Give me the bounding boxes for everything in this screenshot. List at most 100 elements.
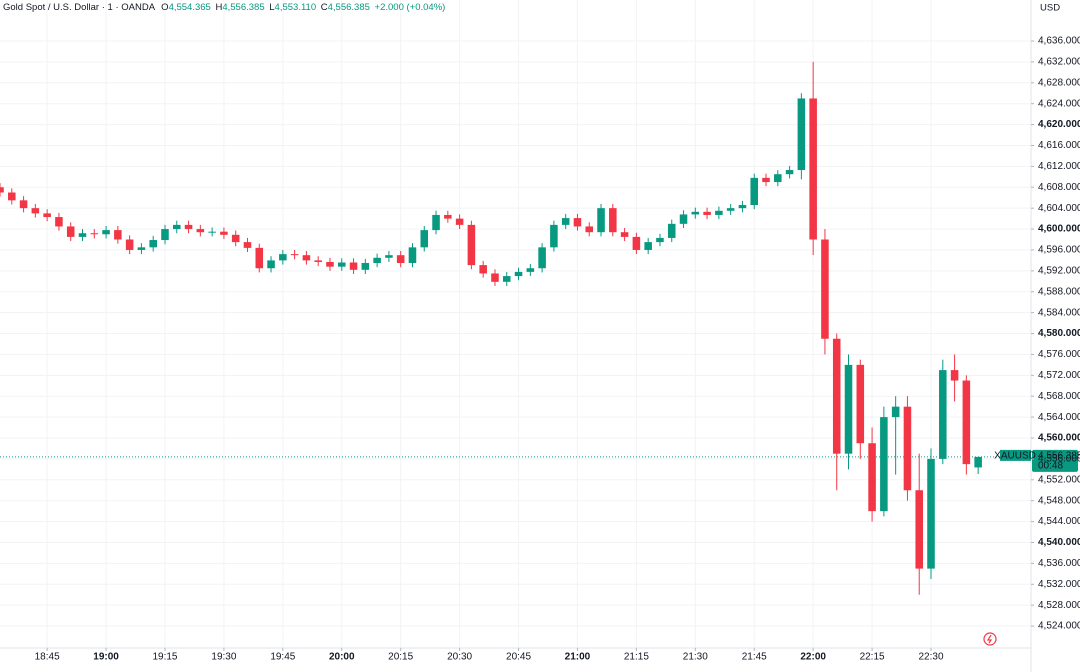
candle-body (279, 254, 287, 261)
y-tick-label: 4,576.000 (1038, 349, 1080, 360)
candle-body (656, 237, 664, 243)
y-tick-label: 4,584.000 (1038, 307, 1080, 318)
icon-bolt (986, 634, 993, 644)
candle-body (302, 255, 311, 261)
y-tick-label: 4,636.000 (1038, 36, 1080, 47)
header: Gold Spot / U.S. Dollar · 1 · OANDA O4,5… (3, 2, 445, 13)
y-tick-label: 4,592.000 (1038, 265, 1080, 276)
candle-body (927, 458, 935, 569)
y-tick-label: 4,568.000 (1038, 391, 1080, 402)
candles (0, 61, 982, 595)
y-tick-label: 4,540.000 (1038, 537, 1080, 548)
candle-body (19, 200, 28, 209)
candle-body (290, 254, 299, 256)
candle-body (125, 239, 134, 250)
x-tick-label: 20:30 (447, 652, 472, 663)
candle-body (314, 260, 322, 262)
candle-body (90, 233, 99, 235)
y-tick-label: 4,564.000 (1038, 412, 1080, 423)
candle-body (385, 255, 393, 258)
high-label: H (215, 2, 222, 13)
x-tick-label: 21:45 (742, 652, 767, 663)
x-tick-label: 20:00 (329, 652, 355, 663)
y-tick-label: 4,532.000 (1038, 579, 1080, 590)
candle-body (455, 218, 464, 225)
candle-body (408, 247, 417, 264)
y-tick-label: 4,616.000 (1038, 140, 1080, 151)
candle-body (196, 229, 205, 233)
replay-icon[interactable] (983, 632, 997, 646)
x-tick-label: 19:15 (152, 652, 177, 663)
change: +2.000 (+0.04%) (375, 2, 446, 13)
candle-body (31, 208, 40, 214)
candle-body (349, 262, 358, 270)
candle-body (373, 257, 381, 264)
candle-body (597, 208, 605, 233)
candle-body (821, 239, 829, 339)
candle-body (891, 406, 900, 418)
y-tick-label: 4,524.000 (1038, 621, 1080, 632)
candle-body (243, 242, 252, 248)
candle-body (632, 236, 641, 250)
candle-body (326, 261, 334, 267)
candle-body (502, 276, 511, 282)
y-tick-label: 4,600.000 (1038, 224, 1080, 235)
price-tag-symbol: XAUUSD (994, 451, 1036, 462)
candle-body (479, 265, 487, 274)
candle-body (396, 255, 405, 264)
candle-body (78, 233, 87, 237)
x-tick-label: 21:15 (624, 652, 649, 663)
candle-body (514, 271, 523, 277)
candle-body (267, 260, 275, 269)
y-tick-label: 4,612.000 (1038, 161, 1080, 172)
open: 4,554.365 (169, 2, 211, 13)
candle-body (526, 268, 535, 272)
x-tick-label: 21:00 (565, 652, 591, 663)
candle-body (561, 218, 570, 225)
x-tick-label: 22:15 (860, 652, 885, 663)
candle-body (585, 226, 594, 233)
candle-body (573, 218, 582, 227)
candle-body (950, 370, 959, 381)
candle-body (432, 214, 440, 231)
candle-body (444, 214, 452, 219)
candle-body (939, 370, 947, 459)
candle-body (868, 443, 876, 512)
y-tick-label: 4,536.000 (1038, 558, 1080, 569)
candle-body (962, 380, 971, 465)
candle-body (785, 170, 794, 175)
currency: USD (1040, 3, 1060, 14)
x-tick-label: 20:45 (506, 652, 531, 663)
x-tick-label: 22:00 (800, 652, 826, 663)
price-tag-price: 4,556.385 (1038, 451, 1080, 462)
candle-body (620, 232, 629, 237)
candle-body (538, 247, 546, 269)
y-tick-label: 4,572.000 (1038, 370, 1080, 381)
high: 4,556.385 (222, 2, 264, 13)
candle-body (797, 98, 806, 171)
grid-layer (0, 0, 1030, 648)
y-tick-label: 4,620.000 (1038, 119, 1080, 130)
candle-body (102, 230, 110, 235)
candle-body (8, 192, 16, 201)
y-tick-label: 4,596.000 (1038, 245, 1080, 256)
candle-body (66, 226, 75, 237)
candle-body (832, 338, 841, 454)
candle-body (149, 240, 157, 248)
candle-body (184, 224, 193, 230)
candle-body (726, 208, 735, 211)
candle-body (644, 242, 652, 250)
candle-body (750, 177, 759, 206)
candle-body (337, 262, 346, 267)
close-label: C (321, 2, 328, 13)
price-tag-value-box (1032, 449, 1078, 472)
x-tick-label: 22:30 (918, 652, 943, 663)
candle-body (809, 98, 817, 240)
candle-body (0, 187, 4, 193)
candle-body (703, 211, 711, 215)
y-tick-label: 4,544.000 (1038, 516, 1080, 527)
y-tick-label: 4,552.000 (1038, 474, 1080, 485)
